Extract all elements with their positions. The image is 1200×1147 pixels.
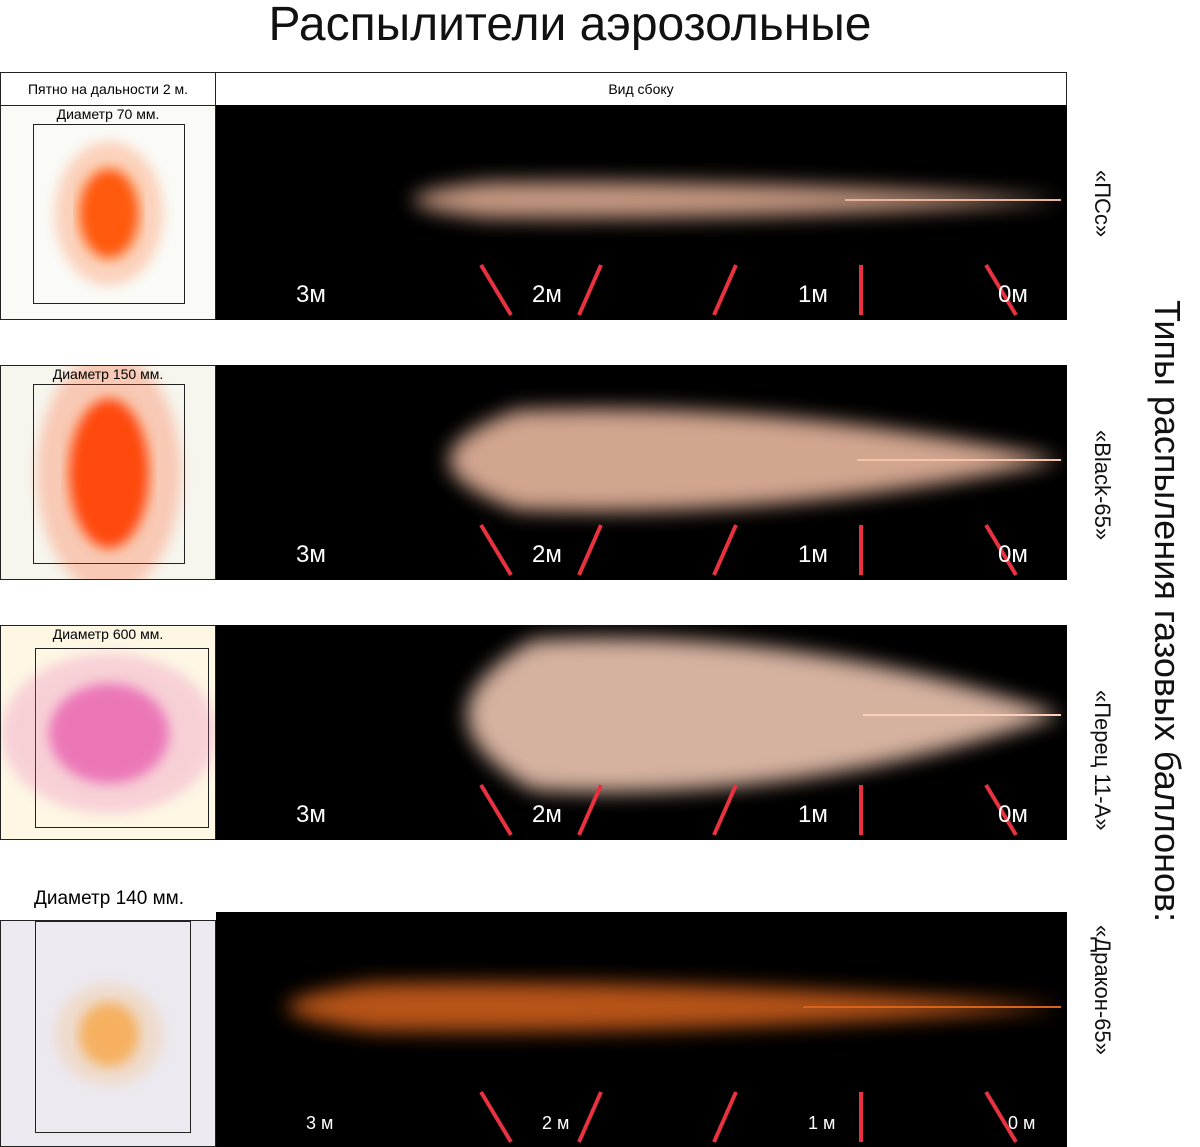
side-drawing: 3м 2м 1м 0м	[296, 637, 1061, 837]
side-drawing: 3м 2м 1м 0м	[296, 408, 1061, 577]
distance-mark	[479, 783, 513, 837]
side-view: 3м 2м 1м 0м	[216, 365, 1067, 580]
title: Распылители аэрозольные	[268, 0, 872, 51]
distance-mark	[577, 264, 603, 316]
distance-label: 2м	[532, 541, 562, 568]
side-drawing: 3 м 2 м 1 м 0 м	[287, 982, 1061, 1144]
distance-mark	[984, 1090, 1018, 1144]
side-drawing: 3м 2м 1м 0м	[296, 181, 1061, 317]
distance-mark	[577, 524, 603, 576]
distance-mark	[712, 524, 738, 576]
distance-label: 3м	[296, 281, 326, 308]
diameter-label: Диаметр 70 мм.	[56, 106, 160, 122]
side-view: 3м 2м 1м 0м	[216, 105, 1067, 320]
spray-spot	[79, 168, 139, 259]
distance-label: 3м	[296, 541, 326, 568]
column-header: Вид сбоку	[215, 72, 1067, 106]
side-view: 3м 2м 1м 0м	[216, 625, 1067, 840]
distance-mark	[712, 1091, 738, 1143]
spray-plume	[287, 982, 1061, 1032]
distance-mark	[712, 784, 738, 836]
spray-spot	[69, 398, 149, 549]
distance-label: 1м	[798, 281, 828, 308]
side-label: Типы распыления газовых баллонов:	[1147, 300, 1188, 923]
distance-label: 1 м	[808, 1113, 835, 1133]
target-box	[33, 124, 185, 304]
spot-image: Диаметр 150 мм.	[0, 365, 216, 580]
distance-label: 0м	[998, 541, 1028, 568]
distance-mark	[479, 1090, 513, 1144]
diameter-label: Диаметр 600 мм.	[52, 626, 164, 642]
distance-label: 2м	[532, 281, 562, 308]
spray-type-name: «ПСс»	[1090, 170, 1115, 238]
spray-spot	[49, 683, 169, 784]
spot-image: Диаметр 600 мм.	[0, 625, 216, 840]
spray-plume	[467, 637, 1061, 793]
spray-type-name: «Black-65»	[1090, 430, 1115, 541]
spot-drawing	[55, 141, 163, 286]
spray-plume	[413, 181, 1061, 219]
target-box	[35, 921, 191, 1133]
distance-mark	[712, 264, 738, 316]
diameter-label: Диаметр 150 мм.	[52, 366, 164, 382]
distance-label: 3м	[296, 801, 326, 828]
column-header: Пятно на дальности 2 м.	[0, 72, 216, 106]
side-view: 3 м 2 м 1 м 0 м	[216, 912, 1067, 1147]
distance-label: 1м	[798, 801, 828, 828]
spray-plume	[449, 408, 1061, 512]
diameter-label: Диаметр 140 мм.	[34, 888, 184, 909]
distance-label: 2м	[532, 801, 562, 828]
distance-label: 2 м	[542, 1113, 569, 1133]
distance-mark	[984, 263, 1018, 317]
spot-drawing	[55, 983, 163, 1086]
distance-mark	[577, 1091, 603, 1143]
distance-label: 0 м	[1008, 1113, 1035, 1133]
distance-mark	[984, 523, 1018, 577]
spray-type-name: «Дракон-65»	[1090, 925, 1115, 1055]
distance-label: 3 м	[306, 1113, 333, 1133]
distance-label: 0м	[998, 281, 1028, 308]
distance-mark	[984, 783, 1018, 837]
spot-image: Диаметр 70 мм.	[0, 105, 216, 320]
spot-drawing	[37, 366, 181, 579]
distance-mark	[479, 263, 513, 317]
distance-label: 1м	[798, 541, 828, 568]
distance-label: 0м	[998, 801, 1028, 828]
distance-mark	[479, 523, 513, 577]
spot-image	[0, 920, 216, 1147]
spray-type-name: «Перец 11-А»	[1090, 690, 1115, 831]
spray-spot	[79, 1002, 139, 1067]
distance-mark	[577, 784, 603, 836]
spot-drawing	[1, 653, 215, 814]
